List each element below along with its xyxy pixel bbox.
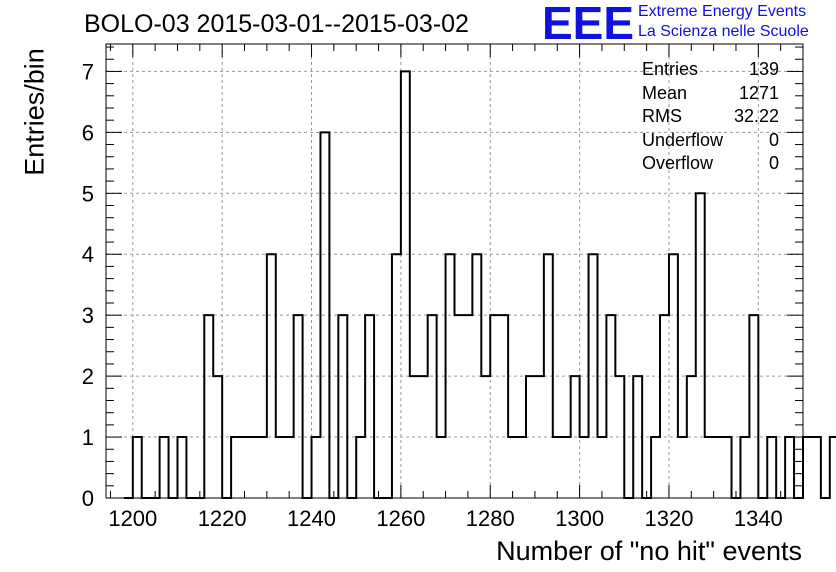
stats-box: Entries 139 Mean 1271 RMS 32.22 Underflo…	[642, 58, 779, 176]
x-tick-label: 1240	[287, 506, 336, 531]
x-axis-label: Number of "no hit" events	[496, 536, 802, 566]
x-tick-label: 1220	[198, 506, 247, 531]
stats-value: 1271	[738, 82, 779, 103]
histogram-line	[123, 70, 836, 499]
y-axis-label: Entries/bin	[19, 48, 50, 176]
stats-label: Overflow	[642, 153, 714, 173]
stats-value: 139	[748, 59, 779, 79]
stats-value: 0	[768, 153, 779, 173]
y-tick-label: 7	[82, 59, 94, 84]
eee-logo-icon: EEE	[542, 2, 634, 42]
stats-row-entries: Entries 139	[642, 58, 779, 82]
stats-row-underflow: Underflow 0	[642, 129, 779, 153]
stats-row-mean: Mean 1271	[642, 82, 779, 106]
x-tick-label: 1260	[376, 506, 425, 531]
stats-row-overflow: Overflow 0	[642, 152, 779, 176]
stats-label: Underflow	[642, 129, 724, 150]
stats-value: 32.22	[733, 106, 779, 126]
stats-row-rms: RMS 32.22	[642, 105, 779, 129]
y-tick-label: 1	[82, 425, 94, 450]
chart-title: BOLO-03 2015-03-01--2015-03-02	[84, 10, 469, 38]
x-tick-label: 1300	[555, 506, 604, 531]
stats-label: RMS	[642, 106, 682, 126]
stats-label: Mean	[642, 82, 688, 103]
logo-text: Extreme Energy Events La Scienza nelle S…	[638, 2, 809, 42]
logo-line-1: Extreme Energy Events	[638, 3, 807, 20]
x-tick-label: 1320	[644, 506, 693, 531]
eee-logo-mark: EEE	[542, 2, 634, 42]
plot-frame	[105, 43, 804, 499]
x-tick-label: 1280	[466, 506, 515, 531]
y-tick-label: 0	[82, 486, 94, 511]
logo-line-2: La Scienza nelle Scuole	[638, 23, 809, 40]
y-tick-label: 6	[82, 120, 94, 145]
y-tick-label: 4	[82, 242, 94, 267]
y-tick-label: 3	[82, 303, 94, 328]
y-tick-label: 5	[82, 181, 94, 206]
x-tick-label: 1340	[734, 506, 783, 531]
stats-value: 0	[768, 129, 779, 150]
y-tick-label: 2	[82, 364, 94, 389]
stats-label: Entries	[642, 59, 699, 79]
x-tick-label: 1200	[108, 506, 157, 531]
